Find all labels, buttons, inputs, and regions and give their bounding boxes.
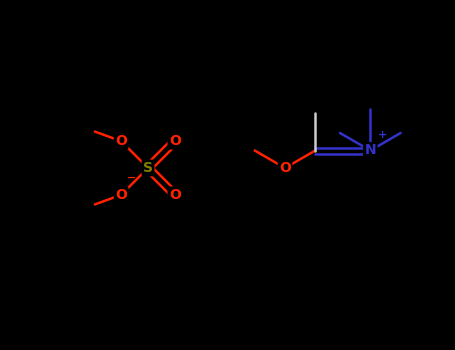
Text: +: +	[378, 131, 388, 140]
Text: −: −	[127, 173, 136, 183]
Text: O: O	[115, 134, 127, 148]
Text: O: O	[279, 161, 291, 175]
Text: N: N	[364, 144, 376, 158]
Text: O: O	[169, 134, 181, 148]
Text: O: O	[169, 188, 181, 202]
Text: O: O	[115, 188, 127, 202]
Text: S: S	[143, 161, 153, 175]
